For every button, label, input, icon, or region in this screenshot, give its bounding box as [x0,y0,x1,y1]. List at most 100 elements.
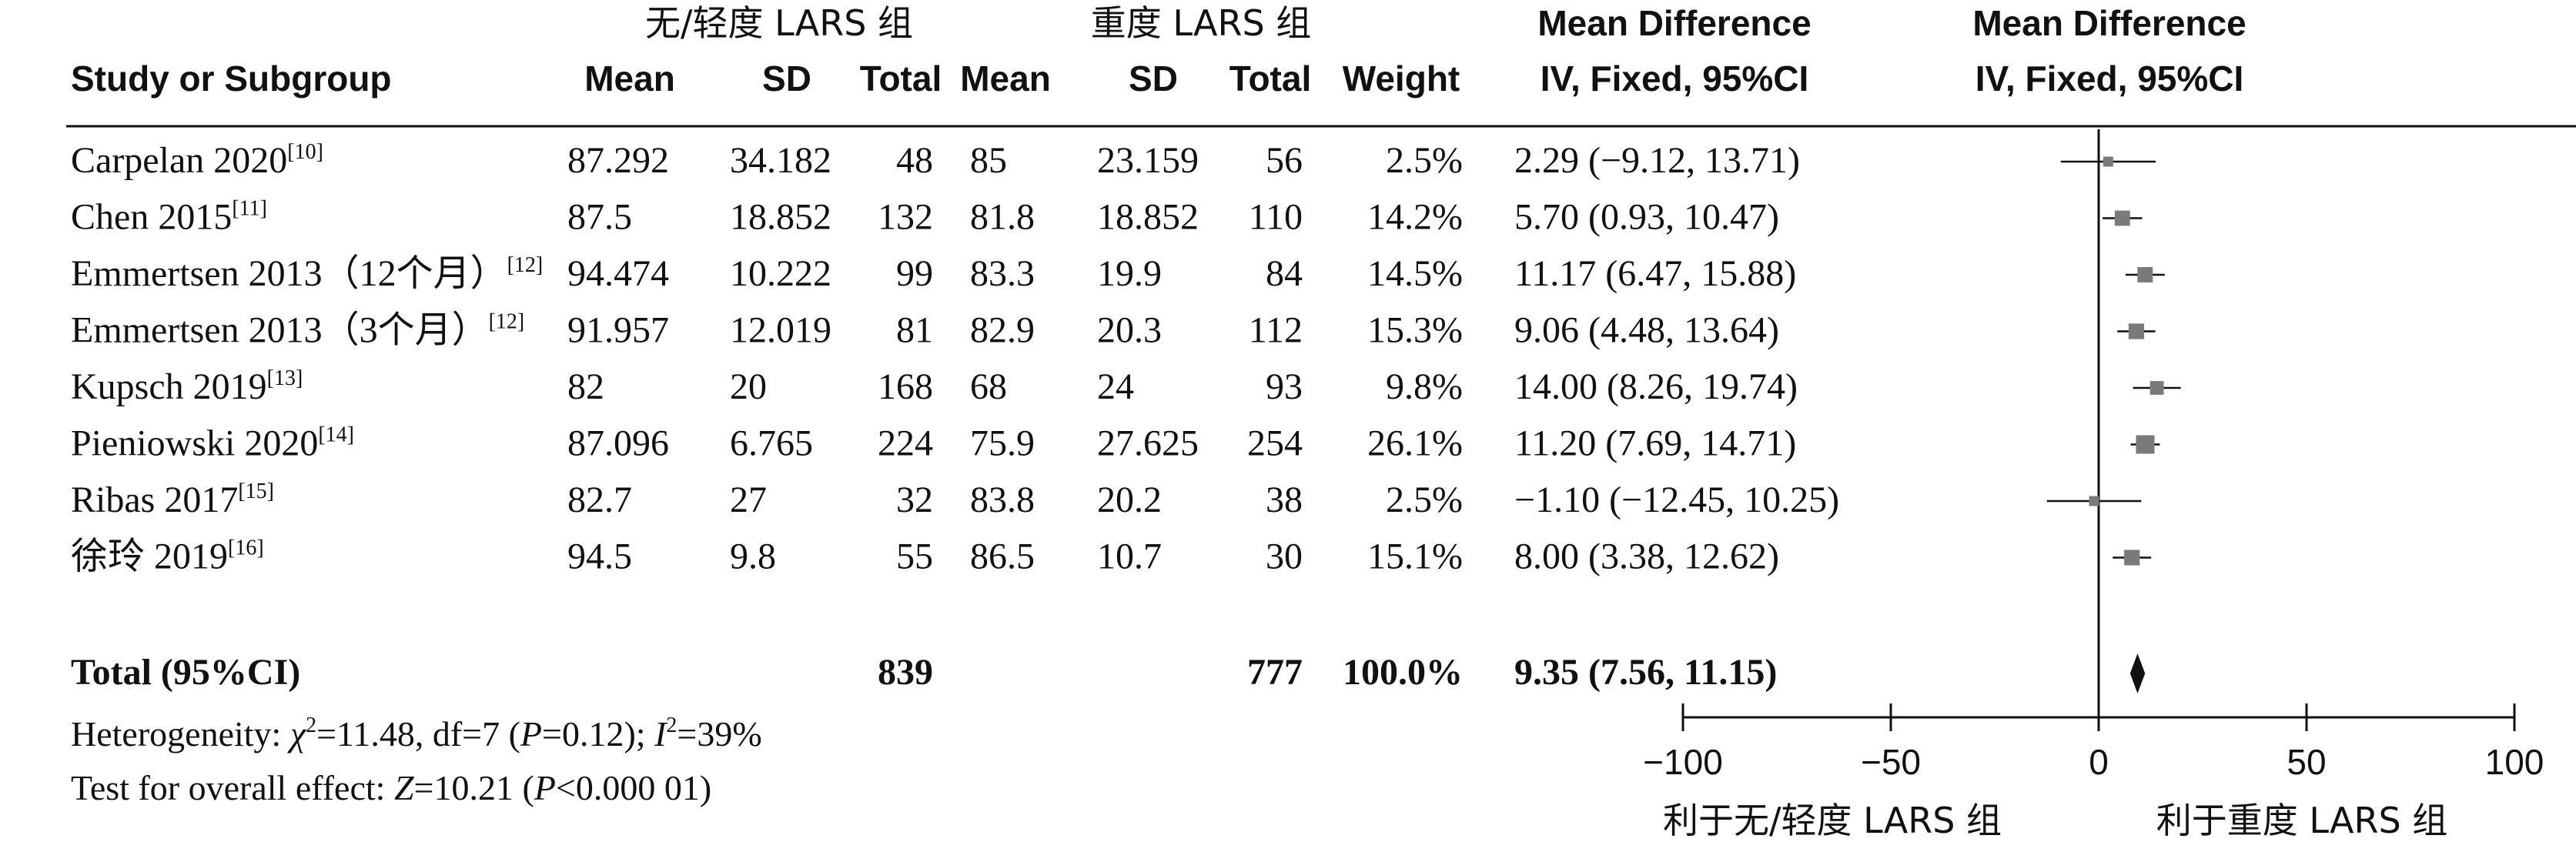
sd-group1: 34.182 [730,140,831,181]
point-estimate [2149,381,2164,395]
study-name: Emmertsen 2013（12个月）[12] [71,253,543,294]
mean-diff-header-2: Mean Difference [1972,3,2246,43]
study-name: Chen 2015[11] [71,197,267,238]
x-tick-label: 50 [2287,742,2326,782]
total-group1: 224 [878,423,933,464]
mean-group1: 82 [567,366,604,407]
total-group1: 81 [896,310,933,351]
mean1-column-header: Mean [584,58,675,99]
ci-text: −1.10 (−12.45, 10.25) [1514,479,1839,520]
ci-text: 8.00 (3.38, 12.62) [1514,536,1779,577]
ci-column-header-1: IV, Fixed, 95%CI [1541,58,1809,99]
pooled-diamond [2129,653,2146,693]
x-tick-label: −100 [1643,742,1723,782]
total-group1: 168 [878,366,933,407]
point-estimate [2137,267,2153,282]
sd-group2: 18.852 [1097,197,1199,238]
total-ci-text: 9.35 (7.56, 11.15) [1514,652,1777,693]
overall-effect-text: Test for overall effect: Z=10.21 (P<0.00… [71,768,711,807]
sd-group1: 18.852 [730,197,831,238]
weight-value: 15.3% [1367,310,1463,351]
ci-text: 5.70 (0.93, 10.47) [1514,197,1779,238]
ci-text: 14.00 (8.26, 19.74) [1514,366,1798,407]
ci-text: 11.17 (6.47, 15.88) [1514,253,1796,294]
total-group2: 84 [1266,253,1303,294]
group1-header: 无/轻度 LARS 组 [645,2,913,44]
sd-group1: 9.8 [730,536,776,577]
weight-column-header: Weight [1343,58,1460,99]
point-estimate [2136,435,2155,454]
mean-group2: 81.8 [970,197,1035,238]
total-group1: 99 [896,253,933,294]
heterogeneity-text: Heterogeneity: χ2=11.48, df=7 (P=0.12); … [71,713,762,753]
sd-group2: 23.159 [1097,140,1199,181]
point-estimate [2114,210,2130,226]
mean-group2: 83.8 [970,479,1035,520]
favors-right-label: 利于重度 LARS 组 [2156,800,2448,841]
x-tick-label: 100 [2485,742,2544,782]
sd-group2: 20.3 [1097,310,1162,351]
total-label: Total (95%CI) [71,652,300,693]
total-group2: 38 [1266,479,1303,520]
total-count-group1: 839 [878,652,933,693]
x-axis: −100 −50 0 50 100 [1643,703,2544,782]
mean-group1: 82.7 [567,479,632,520]
mean-diff-header-1: Mean Difference [1537,3,1811,43]
table-row: Kupsch 2019[13] 82 20 168 68 24 93 9.8% 14.00 (8… [71,366,1798,407]
table-row: Emmertsen 2013（12个月）[12] 94.474 10.222 99 83… [71,253,1796,294]
weight-value: 15.1% [1367,536,1463,577]
study-name: Kupsch 2019[13] [71,366,303,407]
total-group1: 55 [896,536,933,577]
mean-group2: 68 [970,366,1007,407]
sd-group1: 20 [730,366,767,407]
point-estimate [2103,156,2113,167]
ci-text: 2.29 (−9.12, 13.71) [1514,140,1800,181]
mean-group2: 75.9 [970,423,1035,464]
total-weight: 100.0% [1343,652,1463,693]
study-name: Ribas 2017[15] [71,479,274,520]
sd-group2: 24 [1097,366,1134,407]
table-row: Emmertsen 2013（3个月）[12] 91.957 12.019 81 82.… [71,310,1779,351]
total1-column-header: Total [860,58,942,99]
ci-column-header-2: IV, Fixed, 95%CI [1975,58,2244,99]
study-table: Carpelan 2020[10] 87.292 34.182 48 85 23.159 5… [71,140,1839,577]
point-estimate [2089,496,2099,506]
mean-group1: 87.5 [567,197,632,238]
sd-group1: 6.765 [730,423,813,464]
weight-value: 2.5% [1386,140,1463,181]
sd-group2: 19.9 [1097,253,1162,294]
table-row: Pieniowski 2020[14] 87.096 6.765 224 75.9 27.… [71,423,1796,464]
study-name: 徐玲 2019[16] [71,536,264,577]
total-group1: 32 [896,479,933,520]
sd-group2: 27.625 [1097,423,1199,464]
study-name: Emmertsen 2013（3个月）[12] [71,310,524,351]
sd-group2: 10.7 [1097,536,1162,577]
total-group1: 132 [878,197,933,238]
sd-group2: 20.2 [1097,479,1162,520]
favors-left-label: 利于无/轻度 LARS 组 [1663,800,2002,841]
sd-group1: 27 [730,479,767,520]
total-group2: 110 [1249,197,1303,238]
sd-group1: 10.222 [730,253,831,294]
point-estimate [2124,550,2140,566]
study-column-header: Study or Subgroup [71,58,392,99]
mean-group2: 82.9 [970,310,1035,351]
mean-group1: 87.096 [567,423,669,464]
total2-column-header: Total [1229,58,1311,99]
sd1-column-header: SD [762,58,811,99]
total-group2: 254 [1247,423,1303,464]
weight-value: 14.2% [1367,197,1463,238]
ci-text: 9.06 (4.48, 13.64) [1514,310,1779,351]
mean-group1: 94.5 [567,536,632,577]
mean-group2: 83.3 [970,253,1035,294]
x-tick-label: −50 [1861,742,1921,782]
mean-group1: 94.474 [567,253,669,294]
weight-value: 2.5% [1386,479,1463,520]
mean-group1: 91.957 [567,310,669,351]
mean2-column-header: Mean [960,58,1051,99]
table-row: 徐玲 2019[16] 94.5 9.8 55 86.5 10.7 30 15.1% 8.00 … [71,536,1779,577]
total-group2: 30 [1266,536,1303,577]
total-count-group2: 777 [1247,652,1303,693]
mean-group1: 87.292 [567,140,669,181]
